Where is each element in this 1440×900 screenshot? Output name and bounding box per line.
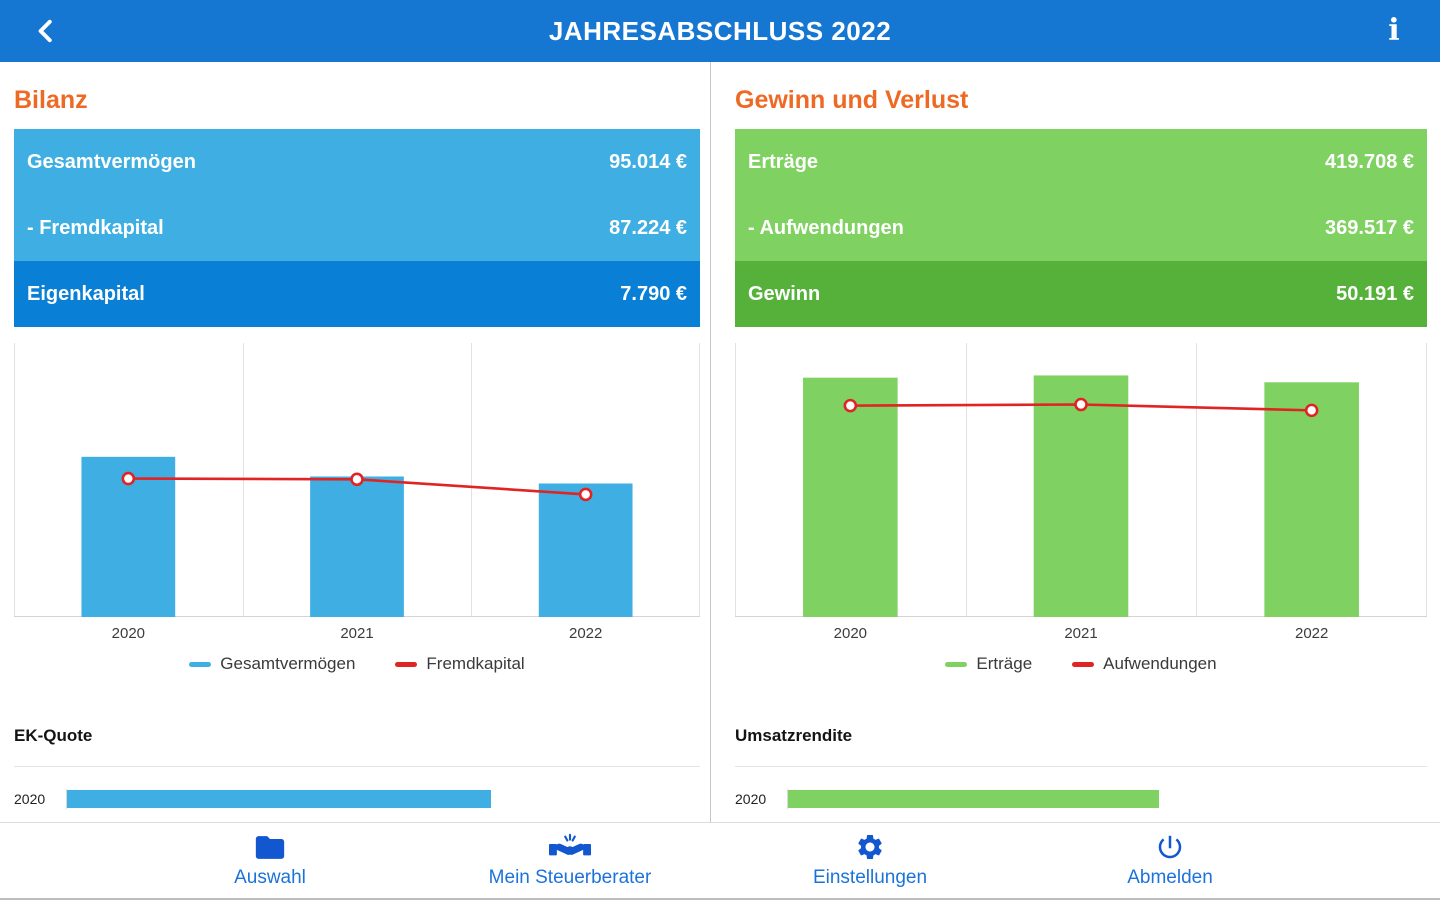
legend-label: Gesamtvermögen [220,654,356,673]
guv-heading: Gewinn und Verlust [735,86,969,114]
guv-chart: 2020 2021 2022 Erträge Aufwendungen [735,343,1427,674]
hbar-fill [67,790,492,808]
table-row: - Aufwendungen 369.517 € [735,195,1427,261]
chart-plot-area [14,343,700,617]
nav-item-mein-steuerberater[interactable]: Mein Steuerberater [420,823,720,898]
x-axis-label: 2020 [833,625,868,642]
umsatzrendite-heading: Umsatzrendite [735,726,853,745]
nav-item-auswahl[interactable]: Auswahl [120,823,420,898]
handshake-icon [549,833,591,855]
y-axis-label: 2020 [14,791,46,807]
info-icon: i [1388,13,1400,48]
x-axis-label: 2022 [568,625,603,642]
legend-item: Gesamtvermögen [189,654,355,674]
legend-swatch [945,661,968,667]
ek-quote-chart: 2020 [14,766,700,809]
hbar-fill [788,790,1159,808]
x-axis-label: 2021 [340,625,374,642]
y-axis-label: 2020 [735,791,767,807]
nav-label: Auswahl [234,866,306,888]
nav-label: Mein Steuerberater [488,866,652,888]
bilanz-summary-table: Gesamtvermögen 95.014 € - Fremdkapital 8… [14,129,700,327]
page-title: JAHRESABSCHLUSS 2022 [548,15,892,46]
hbar-row: 2020 [735,789,1427,809]
nav-item-abmelden[interactable]: Abmelden [1020,823,1320,898]
row-label: Eigenkapital [27,282,145,305]
table-row: Gewinn 50.191 € [735,261,1427,327]
legend-item: Fremdkapital [395,654,525,674]
row-value: 369.517 € [1325,216,1414,239]
back-button[interactable] [24,9,68,53]
row-label: - Fremdkapital [27,216,164,239]
legend-item: Erträge [945,654,1032,674]
hbar-track [66,789,700,809]
bottom-nav: Auswahl Mein Steuerberater Einstellungen [0,822,1440,900]
chart-x-axis: 2020 2021 2022 [14,625,700,642]
x-axis-label: 2020 [111,625,146,642]
nav-label: Einstellungen [812,867,928,888]
row-value: 7.790 € [620,282,687,305]
umsatzrendite-chart: 2020 [735,766,1427,809]
chart-plot-area [735,343,1427,617]
power-icon [1158,835,1182,859]
chart-canvas [735,343,1427,617]
ek-quote-heading: EK-Quote [14,726,93,745]
row-value: 419.708 € [1325,150,1414,173]
table-row: - Fremdkapital 87.224 € [14,195,700,261]
table-row: Gesamtvermögen 95.014 € [14,129,700,195]
main-content: Bilanz Gesamtvermögen 95.014 € - Fremdka… [0,62,1440,822]
chart-x-axis: 2020 2021 2022 [735,625,1427,642]
row-label: - Aufwendungen [748,216,904,239]
row-label: Erträge [748,150,819,173]
row-label: Gewinn [748,282,821,305]
nav-label: Abmelden [1127,867,1213,888]
row-value: 95.014 € [609,150,687,173]
top-bar: JAHRESABSCHLUSS 2022 i [0,0,1440,62]
chart-legend: Erträge Aufwendungen [735,654,1427,674]
bilanz-heading: Bilanz [14,86,88,114]
legend-swatch [395,661,418,667]
x-axis-label: 2021 [1064,625,1098,642]
row-value: 50.191 € [1336,282,1414,305]
back-chevron-icon [38,19,52,43]
x-axis-label: 2022 [1294,625,1329,642]
table-row: Erträge 419.708 € [735,129,1427,195]
legend-label: Fremdkapital [426,654,525,673]
folder-icon [255,835,285,859]
table-row: Eigenkapital 7.790 € [14,261,700,327]
row-value: 87.224 € [609,216,687,239]
bilanz-chart: 2020 2021 2022 Gesamtvermögen Fremdkapital [14,343,700,674]
legend-label: Erträge [976,654,1033,673]
info-button[interactable]: i [1372,9,1416,53]
guv-summary-table: Erträge 419.708 € - Aufwendungen 369.517… [735,129,1427,327]
gear-icon [858,835,882,859]
hbar-row: 2020 [14,789,700,809]
chart-legend: Gesamtvermögen Fremdkapital [14,654,700,674]
guv-panel: Gewinn und Verlust Erträge 419.708 € - A… [711,62,1440,822]
nav-item-einstellungen[interactable]: Einstellungen [720,823,1020,898]
legend-swatch [1072,661,1095,667]
legend-swatch [189,661,212,667]
row-label: Gesamtvermögen [27,150,196,173]
legend-item: Aufwendungen [1072,654,1217,674]
chart-canvas [14,343,700,617]
legend-label: Aufwendungen [1103,654,1217,673]
hbar-track [787,789,1427,809]
bilanz-panel: Bilanz Gesamtvermögen 95.014 € - Fremdka… [0,62,711,822]
